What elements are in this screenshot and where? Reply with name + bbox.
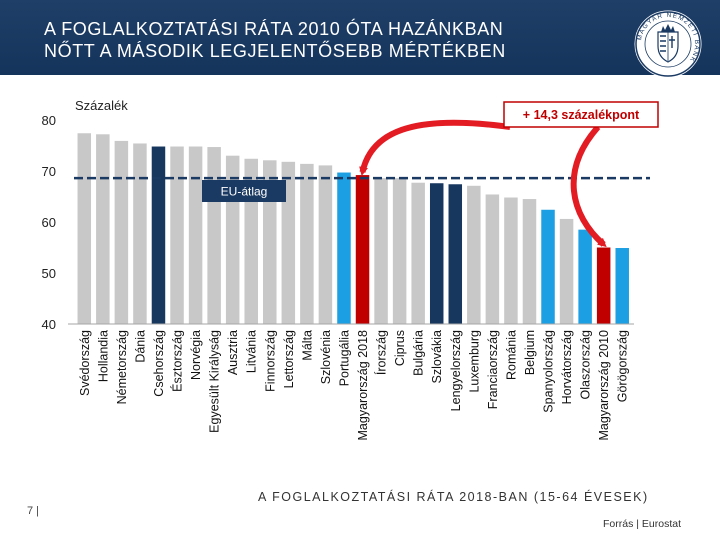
x-tick-label: Hollandia [96,330,110,382]
x-tick-label: Olaszország [579,330,593,400]
bar [522,199,537,324]
bar [151,146,166,324]
bar [467,185,481,324]
source-note: Forrás | Eurostat [603,518,682,530]
eu-average-text: EU-átlag [221,185,268,199]
x-tick-label: Luxemburg [467,330,481,393]
bar [355,175,370,324]
x-tick-label: Lengyelország [449,330,463,411]
x-tick-label: Dánia [133,330,147,363]
bar [448,184,463,324]
annotation-text: + 14,3 százalékpont [523,108,640,122]
page-title: A FOGLALKOZTATÁSI RÁTA 2010 ÓTA HAZÁNKBA… [44,18,604,62]
bar [207,147,221,324]
bar [392,178,407,324]
bar [188,146,203,324]
x-tick-label: Görögország [616,330,630,402]
bar [541,209,555,324]
arrow-to-hungary-2010 [570,125,607,248]
x-tick-label: Bulgária [412,330,426,376]
x-tick-label: Ciprus [393,330,407,366]
chart-title: A FOGLALKOZTATÁSI RÁTA 2018-BAN (15-64 É… [258,490,649,504]
bar [77,133,92,324]
x-tick-label: Románia [504,330,518,380]
bar [318,165,333,324]
bar [615,248,629,324]
bar [114,140,129,324]
bar [429,183,444,324]
y-tick-label: 60 [42,215,56,230]
x-tick-label: Norvégia [189,330,203,380]
x-tick-label: Svédország [78,330,92,396]
y-tick-label: 80 [42,113,56,128]
page-number: 7 | [27,505,40,517]
title-line-1: A FOGLALKOZTATÁSI RÁTA 2010 ÓTA HAZÁNKBA… [44,19,504,39]
x-tick-label: Finnország [263,330,277,392]
bar [504,197,518,324]
x-tick-label: Írország [374,330,389,375]
x-tick-label: Portugália [337,330,351,386]
bar [559,218,574,324]
x-tick-label: Észtország [170,330,185,392]
x-tick-label: Németország [115,330,129,404]
x-tick-label: Litvánia [245,330,259,373]
y-tick-label: 70 [42,164,56,179]
x-tick-label: Málta [300,330,314,361]
x-tick-label: Csehország [152,330,166,397]
y-axis-label: Százalék [75,98,128,113]
bar [281,161,296,324]
x-tick-label: Szlovénia [319,330,333,384]
x-tick-label: Magyarország 2018 [356,330,370,441]
x-tick-label: Egyesült Királyság [208,330,222,433]
bar [337,172,351,324]
arrow-to-hungary-2018 [359,119,511,177]
header-bar [0,0,720,75]
bar [300,163,314,324]
bar [596,247,611,324]
title-line-2: NŐTT A MÁSODIK LEGJELENTŐSEBB MÉRTÉKBEN [44,41,506,61]
bar [133,143,147,324]
bar [170,146,184,324]
x-tick-label: Belgium [523,330,537,375]
bar [578,229,592,324]
x-tick-label: Ausztria [226,330,240,375]
x-tick-label: Szlovákia [430,330,444,384]
x-tick-label: Lettország [282,330,296,388]
x-tick-label: Horvátország [560,330,574,404]
x-tick-label: Magyarország 2010 [597,330,611,441]
eu-average-label: EU-átlag [202,180,286,202]
bar [96,134,110,324]
mnb-logo: MAGYAR NEMZETI BANK [634,10,702,78]
x-tick-label: Franciaország [486,330,500,409]
bar [485,194,500,324]
annotation-box: + 14,3 százalékpont [503,101,659,128]
x-tick-label: Spanyolország [542,330,556,413]
bar [374,178,388,324]
y-tick-label: 40 [42,317,56,332]
y-tick-label: 50 [42,266,56,281]
crown-icon [661,24,675,32]
bar [411,182,425,324]
